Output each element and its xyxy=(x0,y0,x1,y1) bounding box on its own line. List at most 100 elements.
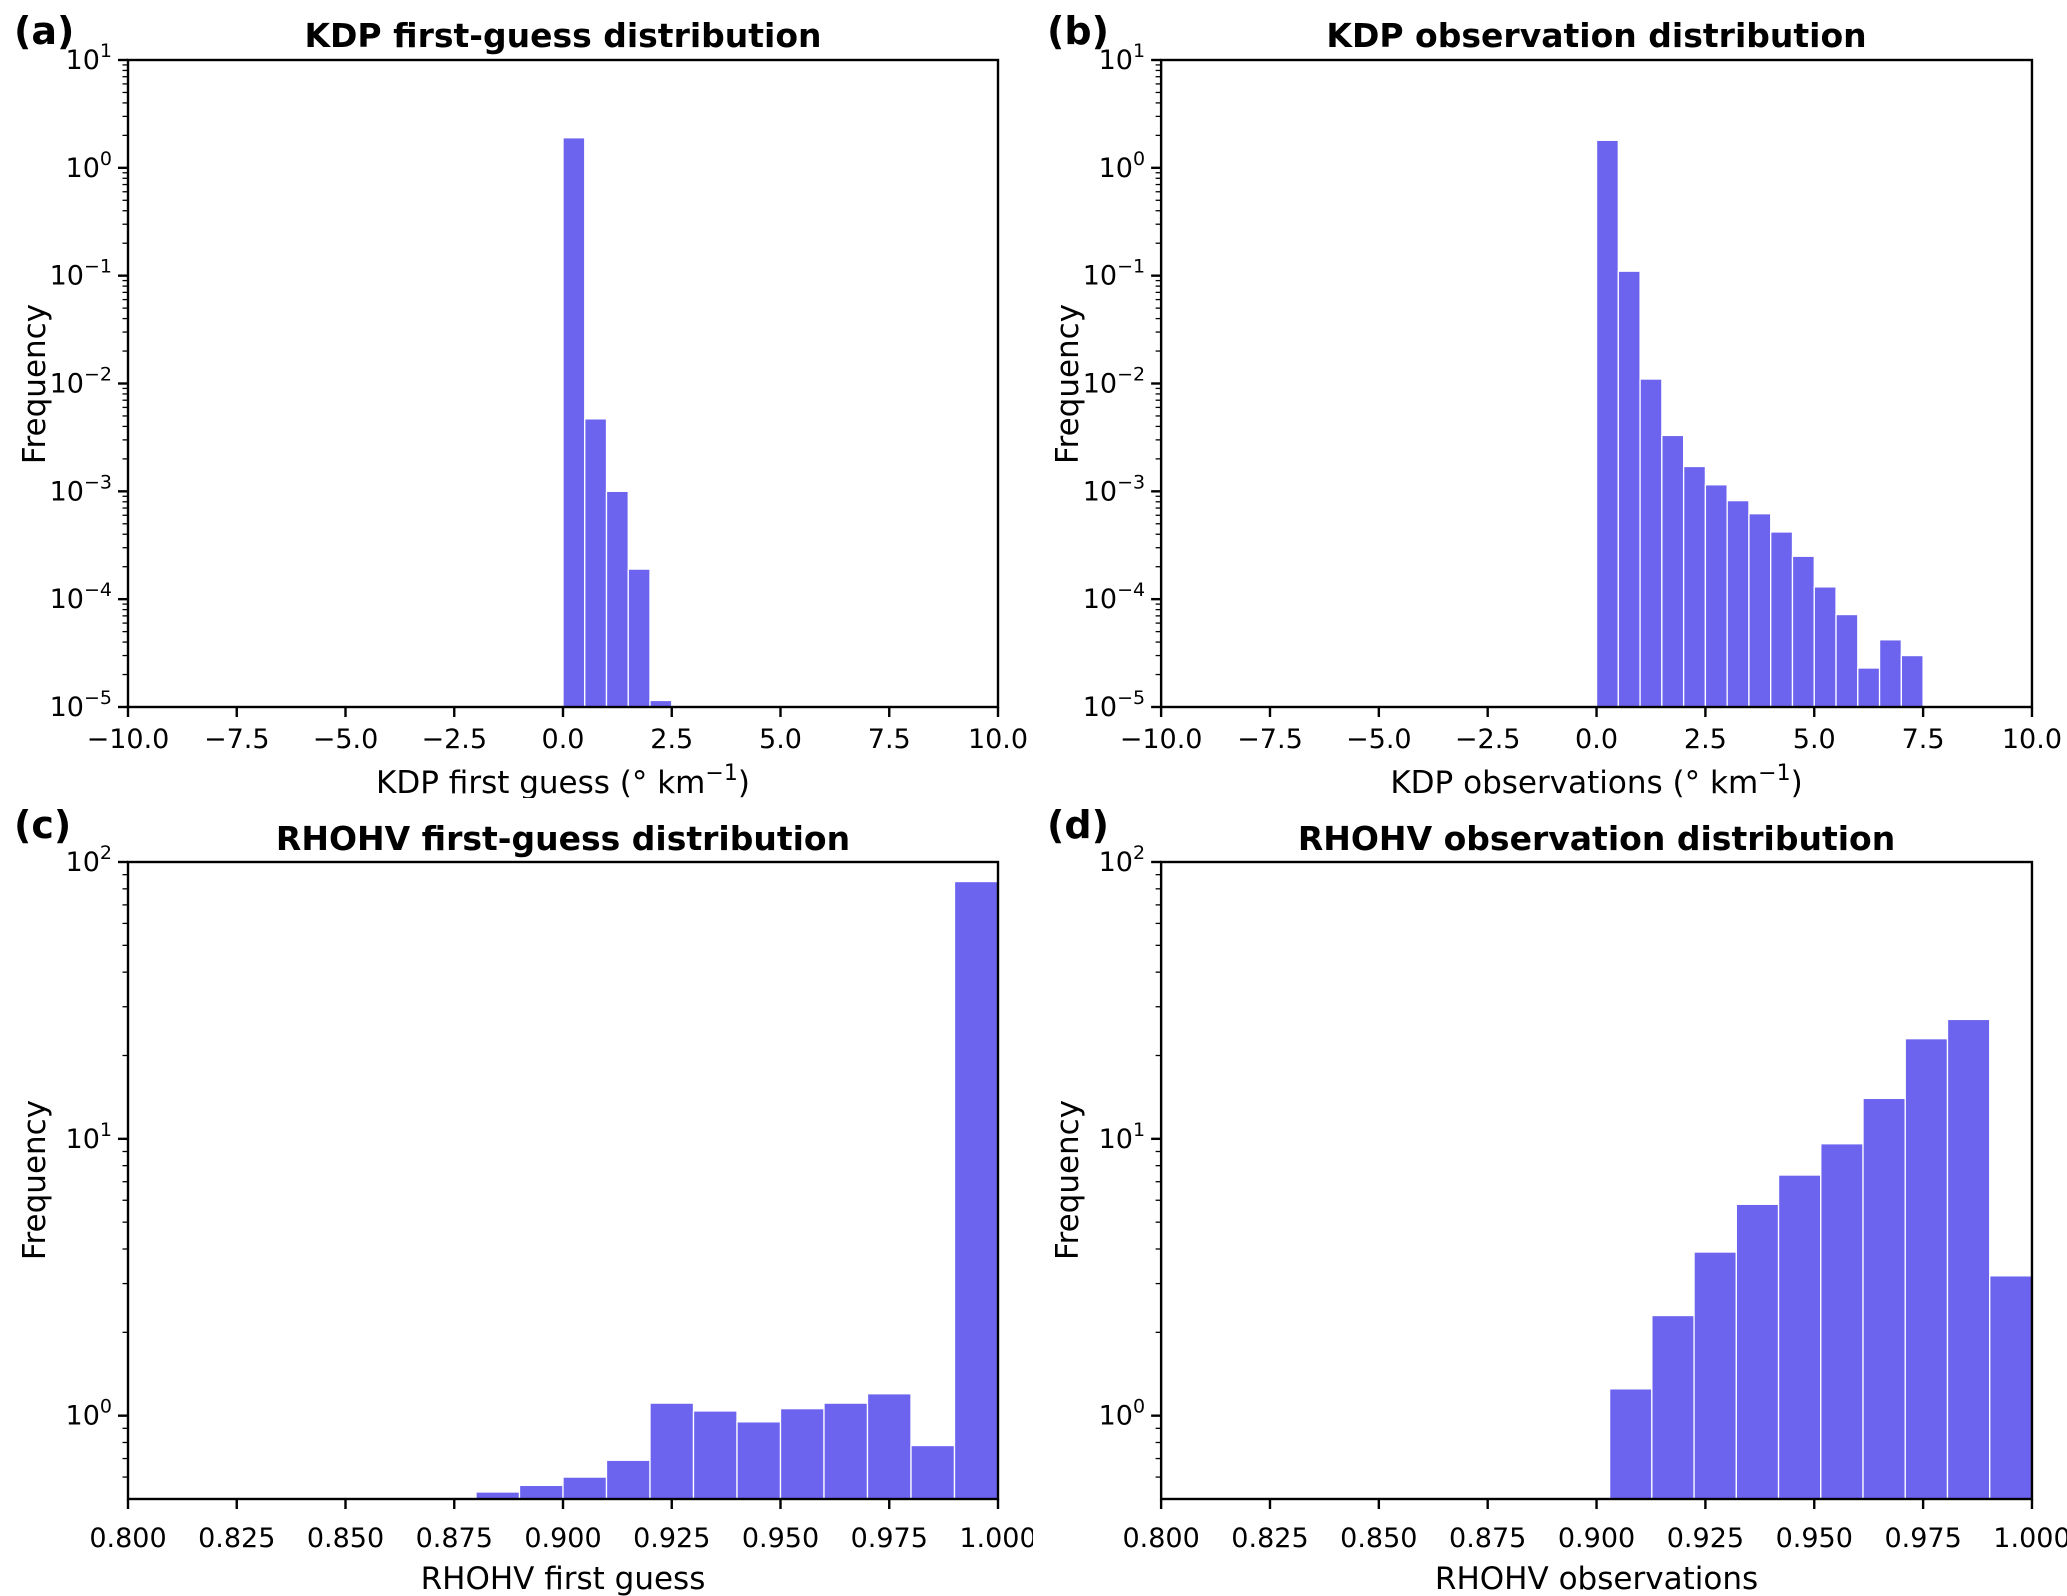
histogram-bar xyxy=(1608,1388,1653,1500)
y-tick-label: 100 xyxy=(1099,1396,1145,1432)
x-tick-label: 0.825 xyxy=(1231,1523,1308,1554)
y-tick-label: 10−5 xyxy=(50,687,112,723)
x-tick-label: 0.850 xyxy=(307,1523,384,1554)
y-tick-label: 101 xyxy=(1099,1119,1145,1155)
panel-title-b: KDP observation distribution xyxy=(1326,16,1866,55)
histogram-bar xyxy=(1735,1203,1780,1500)
y-axis-label-c: Frequency xyxy=(17,1100,53,1260)
panel-d: (d) RHOHV observation distribution Frequ… xyxy=(1033,798,2067,1596)
histogram-bar xyxy=(1813,586,1837,708)
plot-area-b: −10.0 −7.5 −5.0 −2.5 0.0 2.5 5.0 7.5 10.0 101 100 1… xyxy=(1083,40,2062,755)
histogram-bar xyxy=(605,490,629,708)
y-tick-label: 10−4 xyxy=(1083,579,1145,615)
x-tick-label: 0.950 xyxy=(1776,1523,1853,1554)
histogram-bar xyxy=(1777,1174,1822,1500)
histogram-bar xyxy=(605,1459,651,1500)
panel-label-d: (d) xyxy=(1047,803,1109,847)
y-axis-label-d: Frequency xyxy=(1050,1100,1086,1260)
x-tick-label: 0.925 xyxy=(633,1523,710,1554)
histogram-bar xyxy=(1682,465,1707,708)
x-tick-label: 1.000 xyxy=(959,1523,1033,1554)
x-tick-label: −7.5 xyxy=(1237,724,1303,755)
panel-label-a: (a) xyxy=(14,9,74,53)
histogram-bar xyxy=(779,1408,825,1500)
histogram-bar xyxy=(1791,555,1815,708)
y-tick-label: 101 xyxy=(1099,40,1145,76)
panel-label-c: (c) xyxy=(14,803,71,847)
x-tick-label: 0.875 xyxy=(1449,1523,1526,1554)
plot-area-a: −10.0 −7.5 −5.0 −2.5 0.0 2.5 5.0 7.5 10.0 101 100 1… xyxy=(50,40,1028,755)
histogram-bar xyxy=(518,1484,564,1500)
x-tick-label: 5.0 xyxy=(759,724,802,755)
y-axis-label-a: Frequency xyxy=(17,304,53,464)
histogram-rhohv-first-guess: (c) RHOHV first-guess distribution Frequ… xyxy=(14,803,1033,1596)
x-tick-label: 0.950 xyxy=(742,1523,819,1554)
y-tick-label: 102 xyxy=(66,842,112,878)
y-tick-label: 10−3 xyxy=(1083,471,1145,507)
histogram-bar xyxy=(627,568,651,708)
histogram-bar xyxy=(1639,378,1663,708)
histogram-bar xyxy=(1617,270,1641,708)
y-tick-label: 10−4 xyxy=(50,579,112,615)
x-tick-label: 7.5 xyxy=(1902,724,1945,755)
panel-label-b: (b) xyxy=(1047,9,1109,53)
y-tick-label: 102 xyxy=(1099,842,1145,878)
histogram-bar xyxy=(1651,1314,1695,1500)
histogram-bar xyxy=(1835,613,1859,708)
y-axis-label-b: Frequency xyxy=(1050,304,1086,464)
histogram-bar xyxy=(1726,499,1750,708)
histogram-bar xyxy=(1989,1275,2033,1500)
x-axis-label-b: KDP observations (° km−1) xyxy=(1390,761,1802,798)
y-tick-label: 10−1 xyxy=(1083,256,1145,292)
x-tick-label: 0.800 xyxy=(1122,1523,1199,1554)
histogram-bar xyxy=(692,1410,738,1500)
panel-title-a: KDP first-guess distribution xyxy=(304,16,821,55)
x-tick-label: −10.0 xyxy=(87,724,170,755)
histogram-bar xyxy=(649,1402,695,1500)
x-tick-label: −10.0 xyxy=(1120,724,1203,755)
y-tick-label: 101 xyxy=(66,1119,112,1155)
y-tick-label: 10−1 xyxy=(50,256,112,292)
histogram-kdp-observation: (b) KDP observation distribution Frequen… xyxy=(1047,9,2062,798)
x-tick-label: 0.0 xyxy=(1575,724,1618,755)
x-axis-label-c: RHOHV first guess xyxy=(421,1561,706,1596)
x-tick-label: 0.975 xyxy=(851,1523,928,1554)
histogram-bar xyxy=(953,880,999,1500)
panel-title-c: RHOHV first-guess distribution xyxy=(276,819,850,858)
x-tick-label: 5.0 xyxy=(1793,724,1836,755)
x-tick-label: 0.925 xyxy=(1667,1523,1744,1554)
x-tick-label: 0.900 xyxy=(1558,1523,1635,1554)
panel-c: (c) RHOHV first-guess distribution Frequ… xyxy=(0,798,1033,1596)
x-axis-label-a: KDP first guess (° km−1) xyxy=(376,761,750,798)
y-tick-label: 100 xyxy=(1099,148,1145,184)
plot-area-c: 0.800 0.825 0.850 0.875 0.900 0.925 0.950 0.975… xyxy=(66,842,1033,1554)
x-tick-label: 0.800 xyxy=(89,1523,166,1554)
histogram-bar xyxy=(1704,484,1728,708)
y-tick-label: 100 xyxy=(66,1396,112,1432)
y-tick-label: 10−3 xyxy=(50,471,112,507)
y-tick-label: 10−2 xyxy=(1083,364,1145,400)
histogram-bar xyxy=(1661,434,1685,708)
x-tick-label: 0.900 xyxy=(524,1523,601,1554)
x-tick-label: 10.0 xyxy=(968,724,1028,755)
histogram-bar xyxy=(1900,654,1924,708)
histogram-bar xyxy=(1946,1018,1991,1500)
histogram-bar xyxy=(1693,1251,1737,1500)
plot-area-d: 0.800 0.825 0.850 0.875 0.900 0.925 0.950 0.975… xyxy=(1099,842,2067,1554)
x-tick-label: −2.5 xyxy=(1455,724,1521,755)
x-tick-label: 10.0 xyxy=(2002,724,2062,755)
x-tick-label: 2.5 xyxy=(650,724,693,755)
x-tick-label: 0.975 xyxy=(1884,1523,1961,1554)
histogram-bar xyxy=(1878,639,1902,708)
histogram-bar xyxy=(1748,513,1772,708)
panel-a: (a) KDP first-guess distribution Frequen… xyxy=(0,0,1033,798)
x-tick-label: 0.825 xyxy=(198,1523,275,1554)
y-tick-label: 100 xyxy=(66,148,112,184)
x-tick-label: −2.5 xyxy=(421,724,487,755)
histogram-bar xyxy=(910,1444,956,1500)
x-tick-label: −5.0 xyxy=(1346,724,1412,755)
x-tick-label: −7.5 xyxy=(204,724,270,755)
histogram-bar xyxy=(1862,1097,1906,1500)
histogram-bar xyxy=(562,1476,608,1500)
